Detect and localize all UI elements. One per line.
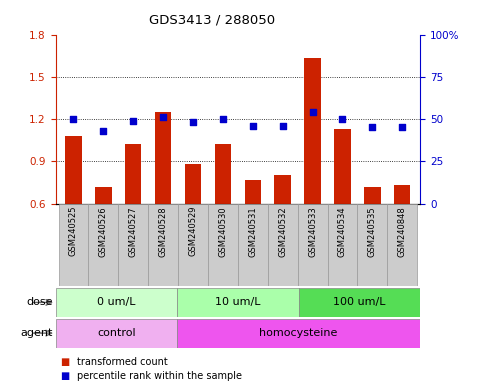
Text: GSM240531: GSM240531 xyxy=(248,206,257,257)
Text: GSM240534: GSM240534 xyxy=(338,206,347,257)
Point xyxy=(189,119,197,126)
Bar xyxy=(148,204,178,286)
Bar xyxy=(185,164,201,204)
Bar xyxy=(177,319,420,348)
Text: dose: dose xyxy=(27,297,53,308)
Text: GSM240527: GSM240527 xyxy=(129,206,138,257)
Bar xyxy=(387,204,417,286)
Point xyxy=(159,114,167,121)
Bar xyxy=(298,204,327,286)
Bar xyxy=(95,187,112,204)
Text: GSM240848: GSM240848 xyxy=(398,206,407,257)
Bar xyxy=(364,187,381,204)
Text: GSM240530: GSM240530 xyxy=(218,206,227,257)
Text: GSM240529: GSM240529 xyxy=(188,206,198,257)
Bar xyxy=(298,288,420,317)
Bar xyxy=(208,204,238,286)
Text: GDS3413 / 288050: GDS3413 / 288050 xyxy=(149,13,276,26)
Bar xyxy=(357,204,387,286)
Text: control: control xyxy=(97,328,136,338)
Point xyxy=(219,116,227,122)
Bar xyxy=(244,180,261,204)
Bar xyxy=(155,112,171,204)
Bar xyxy=(88,204,118,286)
Text: homocysteine: homocysteine xyxy=(259,328,338,338)
Bar xyxy=(118,204,148,286)
Bar xyxy=(304,58,321,204)
Bar xyxy=(334,129,351,204)
Bar xyxy=(327,204,357,286)
Point xyxy=(279,123,286,129)
Bar xyxy=(125,144,142,204)
Bar xyxy=(215,144,231,204)
Point xyxy=(369,124,376,131)
Point xyxy=(249,123,256,129)
Point xyxy=(339,116,346,122)
Bar xyxy=(65,136,82,204)
Bar xyxy=(178,204,208,286)
Bar xyxy=(268,204,298,286)
Text: percentile rank within the sample: percentile rank within the sample xyxy=(77,371,242,381)
Point xyxy=(398,124,406,131)
Text: GSM240528: GSM240528 xyxy=(158,206,168,257)
Text: ■: ■ xyxy=(60,357,70,367)
Bar xyxy=(56,319,177,348)
Text: GSM240525: GSM240525 xyxy=(69,206,78,257)
Text: GSM240526: GSM240526 xyxy=(99,206,108,257)
Point xyxy=(70,116,77,122)
Text: GSM240533: GSM240533 xyxy=(308,206,317,257)
Bar xyxy=(56,288,177,317)
Bar xyxy=(177,288,298,317)
Text: 100 um/L: 100 um/L xyxy=(333,297,386,308)
Bar xyxy=(274,175,291,204)
Bar xyxy=(58,204,88,286)
Text: GSM240535: GSM240535 xyxy=(368,206,377,257)
Point xyxy=(129,118,137,124)
Text: ■: ■ xyxy=(60,371,70,381)
Bar xyxy=(238,204,268,286)
Text: GSM240532: GSM240532 xyxy=(278,206,287,257)
Point xyxy=(99,128,107,134)
Text: 10 um/L: 10 um/L xyxy=(215,297,261,308)
Point xyxy=(309,109,316,115)
Text: 0 um/L: 0 um/L xyxy=(97,297,136,308)
Bar xyxy=(394,185,411,204)
Text: transformed count: transformed count xyxy=(77,357,168,367)
Text: agent: agent xyxy=(21,328,53,338)
